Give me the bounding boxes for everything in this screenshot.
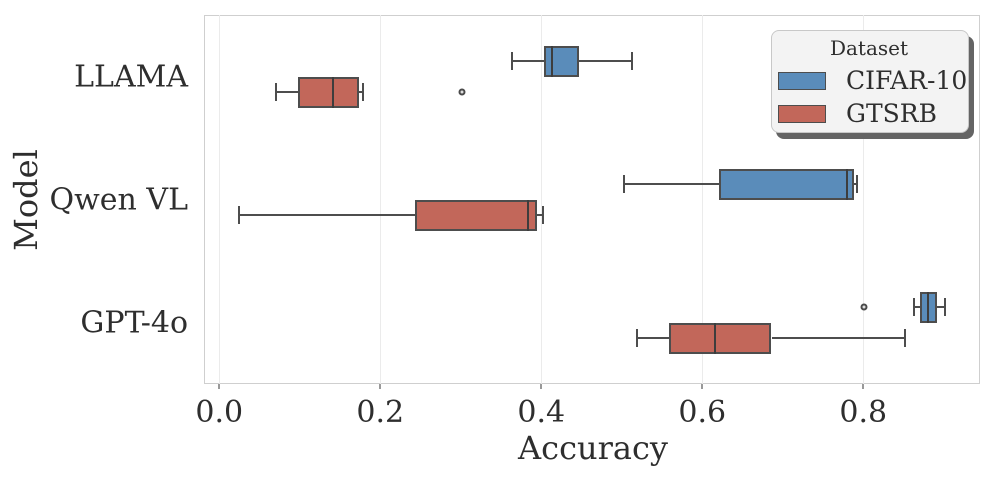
- cap-high-cifar10-gpt-4o: [944, 298, 947, 316]
- gridline-0.0: [218, 15, 221, 384]
- box-cifar10-llama: [543, 45, 580, 77]
- box-cifar10-qwen-vl: [719, 168, 855, 200]
- box-gtsrb-llama: [298, 76, 359, 108]
- whisker-low-gtsrb-gpt-4o: [637, 337, 670, 339]
- y-tick-label-gpt-4o: GPT-4o: [80, 305, 188, 340]
- gridline-0.8: [862, 15, 865, 384]
- whisker-low-cifar10-llama: [511, 60, 544, 62]
- cap-high-gtsrb-qwen-vl: [541, 206, 544, 224]
- legend: Dataset CIFAR-10 GTSRB: [771, 30, 969, 133]
- x-tickmark-0.6: [701, 384, 704, 389]
- median-cifar10-gpt-4o: [926, 291, 929, 323]
- gridline-0.2: [379, 15, 382, 384]
- median-gtsrb-llama: [331, 76, 334, 108]
- cap-high-gtsrb-llama: [361, 83, 364, 101]
- whisker-high-cifar10-qwen-vl: [854, 183, 857, 185]
- legend-entry-gtsrb: GTSRB: [778, 97, 960, 130]
- box-gtsrb-gpt-4o: [669, 322, 772, 354]
- whisker-low-cifar10-qwen-vl: [624, 183, 720, 185]
- legend-label-cifar10: CIFAR-10: [846, 66, 968, 95]
- gridline-0.4: [540, 15, 543, 384]
- x-tickmark-0.4: [540, 384, 543, 389]
- legend-label-gtsrb: GTSRB: [846, 99, 937, 128]
- x-tick-label-0.4: 0.4: [517, 395, 566, 430]
- cap-high-cifar10-qwen-vl: [855, 175, 858, 193]
- y-axis-label: Model: [7, 149, 45, 251]
- y-tick-label-llama: LLAMA: [74, 59, 188, 94]
- cap-high-cifar10-llama: [631, 52, 634, 70]
- median-gtsrb-qwen-vl: [527, 199, 530, 231]
- legend-entry-cifar10: CIFAR-10: [778, 64, 967, 97]
- gridline-0.6: [701, 15, 704, 384]
- whisker-low-gtsrb-llama: [276, 91, 299, 93]
- cap-low-gtsrb-gpt-4o: [636, 329, 639, 347]
- whisker-high-cifar10-llama: [579, 60, 633, 62]
- box-gtsrb-qwen-vl: [414, 199, 538, 231]
- whisker-low-gtsrb-qwen-vl: [238, 214, 415, 216]
- x-tickmark-0.0: [218, 384, 221, 389]
- cap-low-cifar10-gpt-4o: [912, 298, 915, 316]
- x-tick-label-0.2: 0.2: [356, 395, 405, 430]
- whisker-high-gtsrb-gpt-4o: [771, 337, 906, 339]
- y-tick-label-qwen-vl: Qwen VL: [49, 182, 188, 217]
- median-cifar10-qwen-vl: [846, 168, 849, 200]
- cap-low-gtsrb-llama: [275, 83, 278, 101]
- outlier-gtsrb-llama-0: [458, 88, 466, 96]
- whisker-high-gtsrb-llama: [358, 91, 363, 93]
- cap-high-gtsrb-gpt-4o: [904, 329, 907, 347]
- outlier-cifar10-gpt-4o-0: [860, 303, 868, 311]
- gtsrb-color-swatch: [778, 104, 826, 123]
- legend-title: Dataset: [829, 36, 909, 60]
- cap-low-cifar10-qwen-vl: [623, 175, 626, 193]
- x-tick-label-0.8: 0.8: [839, 395, 888, 430]
- whisker-high-cifar10-gpt-4o: [936, 306, 946, 308]
- x-axis-label: Accuracy: [518, 429, 668, 467]
- x-tick-label-0.6: 0.6: [678, 395, 727, 430]
- cap-low-gtsrb-qwen-vl: [237, 206, 240, 224]
- cifar10-color-swatch: [778, 71, 826, 90]
- median-gtsrb-gpt-4o: [714, 322, 717, 354]
- x-tickmark-0.2: [379, 384, 382, 389]
- cap-low-cifar10-llama: [510, 52, 513, 70]
- whisker-low-cifar10-gpt-4o: [913, 306, 920, 308]
- whisker-high-gtsrb-qwen-vl: [537, 214, 543, 216]
- median-cifar10-llama: [550, 45, 553, 77]
- x-tickmark-0.8: [862, 384, 865, 389]
- x-tick-label-0.0: 0.0: [195, 395, 244, 430]
